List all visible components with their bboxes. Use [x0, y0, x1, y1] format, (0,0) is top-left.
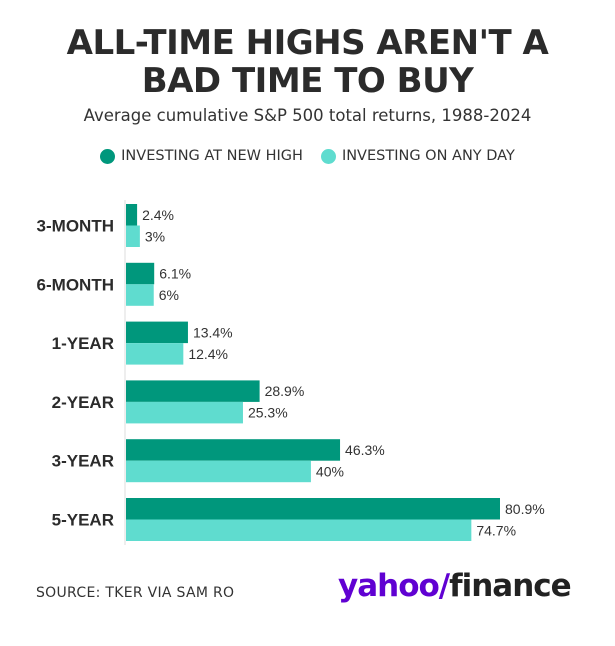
category-label: 2-YEAR [52, 393, 114, 412]
bar-any-day [126, 401, 243, 424]
bar-new-high [126, 262, 155, 285]
data-label: 12.4% [188, 346, 228, 362]
bar-any-day [126, 460, 311, 483]
legend-swatch-new-high [100, 148, 116, 164]
category-label: 6-MONTH [37, 275, 114, 294]
bar-new-high [126, 380, 260, 402]
title-line-1: ALL-TIME HIGHS AREN'T A [66, 23, 549, 63]
logo-yahoo: yahoo [338, 568, 440, 604]
data-label: 40% [316, 463, 344, 479]
yahoo-finance-logo: yahoo/finance [338, 568, 572, 604]
chart-subtitle: Average cumulative S&P 500 total returns… [83, 106, 532, 125]
source-note: SOURCE: TKER VIA SAM RO [36, 585, 235, 601]
bar-any-day [126, 225, 140, 247]
category-label: 5-YEAR [52, 511, 114, 530]
bar-any-day [126, 519, 472, 541]
bar-any-day [126, 284, 154, 306]
data-label: 74.7% [476, 522, 516, 538]
chart-title: ALL-TIME HIGHS AREN'T A BAD TIME TO BUY [0, 24, 615, 100]
data-label: 46.3% [345, 442, 385, 458]
legend-label-new-high: INVESTING AT NEW HIGH [121, 148, 303, 164]
logo-slash: / [438, 568, 450, 604]
category-label: 1-YEAR [52, 334, 114, 353]
logo-finance: finance [449, 568, 572, 604]
category-label: 3-MONTH [37, 217, 114, 236]
data-label: 6% [159, 287, 179, 303]
bar-any-day [126, 343, 184, 365]
legend: INVESTING AT NEW HIGH INVESTING ON ANY D… [0, 148, 615, 164]
bar-new-high [126, 498, 500, 520]
bar-new-high [126, 204, 138, 226]
data-label: 2.4% [142, 207, 174, 223]
category-label: 3-YEAR [52, 452, 114, 471]
data-label: 80.9% [505, 501, 545, 517]
legend-item-new-high: INVESTING AT NEW HIGH [100, 148, 303, 164]
legend-label-any-day: INVESTING ON ANY DAY [341, 148, 515, 164]
bar-new-high [126, 321, 188, 344]
legend-item-any-day: INVESTING ON ANY DAY [320, 148, 515, 164]
legend-swatch-any-day [320, 148, 336, 164]
data-label: 25.3% [248, 405, 288, 421]
data-label: 13.4% [193, 324, 233, 340]
bar-new-high [126, 439, 341, 461]
data-label: 3% [145, 228, 165, 244]
data-label: 6.1% [159, 266, 191, 282]
title-line-2: BAD TIME TO BUY [141, 61, 474, 101]
data-label: 28.9% [265, 383, 305, 399]
